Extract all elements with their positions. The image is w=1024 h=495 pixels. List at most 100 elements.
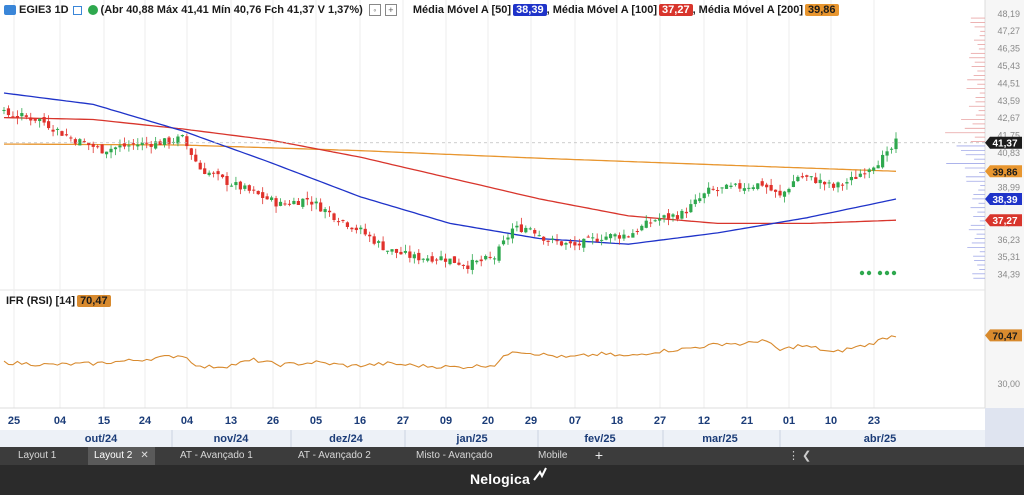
candle [533, 229, 537, 234]
candle [528, 228, 532, 230]
price-tick-label: 46,35 [997, 44, 1020, 54]
candle [417, 252, 421, 261]
candle [693, 199, 697, 205]
day-tick-label: 25 [8, 415, 20, 427]
candle [73, 139, 77, 144]
tab-layout-2[interactable]: Layout 2 ✕ [88, 447, 155, 465]
candle [680, 210, 684, 219]
price-tick-label: 41,75 [997, 131, 1020, 141]
month-tick-label: out/24 [85, 433, 118, 445]
candle [243, 185, 247, 189]
symbol-icon [4, 5, 16, 15]
candle [2, 109, 6, 111]
symbol-label[interactable]: EGIE3 1D [19, 4, 69, 16]
candle [448, 258, 452, 265]
chevron-left-icon[interactable]: ❮ [802, 450, 812, 462]
candle [568, 241, 573, 244]
signal-dot [891, 270, 897, 276]
add-tab-icon[interactable]: + [594, 447, 604, 463]
candle [176, 136, 180, 144]
candle [867, 169, 871, 173]
day-tick-label: 12 [698, 415, 710, 427]
month-band [0, 430, 985, 447]
candle [738, 183, 742, 189]
day-tick-label: 29 [525, 415, 537, 427]
month-tick-label: fev/25 [584, 433, 615, 445]
candle [716, 190, 720, 192]
candle [20, 113, 24, 117]
chart-type-icon[interactable] [72, 5, 82, 15]
candle [145, 142, 149, 144]
rsi-value-badge: 70,47 [77, 295, 111, 307]
add-indicator-icon[interactable]: + [384, 4, 397, 16]
candle [608, 234, 613, 239]
price-tick-label: 44,51 [997, 78, 1020, 88]
tab-layout-1[interactable]: Layout 1 [18, 450, 57, 461]
candle [684, 211, 688, 214]
candle [760, 181, 764, 186]
candle [341, 220, 345, 222]
rsi-marker: 70,47 [992, 331, 1017, 342]
options-icon[interactable]: ◦ [368, 4, 381, 16]
candle [787, 188, 791, 193]
tab-at-avancado-1[interactable]: AT - Avançado 1 [180, 450, 253, 461]
candle [443, 258, 448, 262]
month-tick-label: abr/25 [864, 433, 896, 445]
candle [87, 142, 91, 146]
month-tick-label: jan/25 [455, 433, 487, 445]
candle [461, 264, 465, 266]
day-tick-label: 18 [611, 415, 623, 427]
close-icon[interactable]: ✕ [140, 450, 149, 461]
candle [840, 184, 845, 186]
candle [91, 143, 95, 147]
day-tick-label: 07 [569, 415, 581, 427]
rsi-header: IFR (RSI) [14] 70,47 [6, 294, 111, 308]
candle [327, 210, 332, 213]
candle [510, 228, 515, 239]
candle [162, 138, 167, 145]
tab-misto-avancado[interactable]: Misto - Avançado [416, 450, 493, 461]
ma100-value-badge: 37,27 [659, 4, 693, 16]
candle [55, 128, 60, 130]
ma50-marker: 38,39 [992, 195, 1017, 206]
chart-background [0, 0, 1024, 447]
more-icon[interactable]: ⋮ [788, 450, 799, 462]
candle [831, 183, 836, 188]
tab-mobile[interactable]: Mobile [538, 450, 568, 461]
candle [573, 242, 577, 246]
candle [805, 175, 809, 177]
candle [225, 176, 229, 185]
candle [836, 182, 840, 188]
day-tick-label: 20 [482, 415, 494, 427]
price-tick-label: 48,19 [997, 9, 1020, 19]
price-tick-label: 47,27 [997, 26, 1020, 36]
candle [729, 185, 733, 187]
candle [131, 143, 135, 145]
candle [47, 121, 51, 129]
candle [675, 215, 680, 219]
candle [564, 243, 568, 245]
candle [662, 215, 666, 218]
candle [82, 141, 86, 143]
candle [546, 240, 550, 242]
tab-at-avancado-2[interactable]: AT - Avançado 2 [298, 450, 371, 461]
candle [350, 227, 354, 230]
day-tick-label: 26 [267, 415, 279, 427]
candle [118, 145, 122, 148]
signal-dot [877, 270, 883, 276]
candle [894, 138, 898, 150]
day-tick-label: 05 [310, 415, 322, 427]
candle [11, 116, 15, 118]
candle [644, 220, 648, 228]
candle [493, 258, 497, 260]
candle [430, 256, 434, 262]
candle [457, 262, 461, 265]
candle [203, 168, 207, 174]
candle [256, 190, 260, 195]
candle [185, 136, 189, 147]
rsi-axis-label: 30,00 [997, 379, 1020, 389]
candle [149, 144, 153, 147]
signal-dot [859, 270, 865, 276]
candle [104, 151, 109, 155]
